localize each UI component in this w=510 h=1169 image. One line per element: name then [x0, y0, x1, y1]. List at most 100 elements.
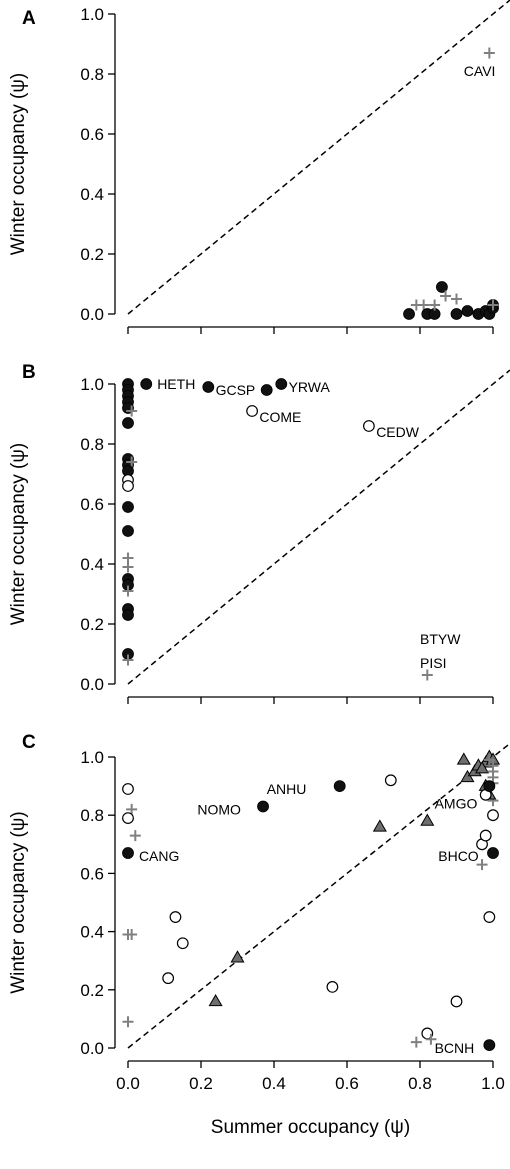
panel-letter: B [22, 362, 36, 383]
x-tick-labels: 0.0 0.2 0.4 0.6 0.8 1.0 [116, 1074, 505, 1093]
point-open-circle [483, 911, 496, 923]
x-tick-label: 0.0 [116, 1074, 140, 1093]
y-tick-label: 0.2 [80, 981, 104, 1000]
point-triangle [230, 950, 245, 963]
point-plus [483, 47, 495, 59]
point-triangle [420, 813, 435, 826]
point-plus [122, 1016, 134, 1028]
panel-b: B 0.0 0.2 0.4 0.6 0.8 1.0 HETH GCSP YRWA COME CEDW B… [22, 362, 510, 704]
point-filled-circle [122, 609, 134, 621]
y-tick-label: 0.8 [80, 65, 104, 84]
species-label: PISI [420, 655, 446, 671]
y-tick-label: 0.2 [80, 615, 104, 634]
panel-letter: C [22, 732, 36, 753]
point-plus [122, 654, 134, 666]
y-tick-label: 0.6 [80, 495, 104, 514]
x-tick-label: 0.8 [408, 1074, 432, 1093]
point-triangle [475, 761, 490, 774]
point-filled-circle [461, 305, 474, 317]
point-filled-circle [487, 847, 499, 859]
point-plus [487, 299, 499, 311]
y-tick-label: 0.0 [80, 675, 104, 694]
point-open-circle [176, 937, 189, 950]
species-label: YRWA [289, 379, 331, 395]
panel-a: A 0.0 0.2 0.4 0.6 0.8 1.0 CAVI [22, 0, 510, 334]
point-filled-circle [483, 1039, 496, 1051]
species-label: GCSP [216, 382, 256, 398]
y-tick-label: 0.6 [80, 125, 104, 144]
point-open-circle [479, 829, 492, 842]
point-filled-circle [140, 378, 153, 390]
species-label: BCNH [435, 1040, 475, 1056]
y-axis-title-c: Winter occupancy (ψ) [8, 811, 29, 994]
y-tick-label: 0.4 [80, 923, 104, 942]
point-plus [122, 585, 134, 597]
species-label: ANHU [267, 781, 307, 797]
y-tick-label: 1.0 [80, 375, 104, 394]
one-to-one-line [127, 0, 510, 315]
point-filled-circle [122, 847, 134, 859]
point-filled-circle [333, 780, 346, 792]
x-tick-label: 0.2 [189, 1074, 213, 1093]
point-plus [410, 1036, 422, 1048]
species-label: NOMO [197, 801, 241, 817]
species-label: COME [259, 409, 301, 425]
point-plus [418, 299, 430, 311]
point-plus [122, 561, 134, 573]
panel-c: C 0.0 0.2 0.4 0.6 0.8 1.0 CANG NOMO ANHU AMGO BHCO B… [22, 732, 510, 1068]
point-filled-circle [122, 525, 134, 537]
point-filled-circle [483, 780, 496, 792]
point-open-circle [122, 783, 134, 795]
y-tick-label: 0.0 [80, 305, 104, 324]
point-open-circle [384, 774, 397, 787]
point-filled-circle [403, 308, 415, 320]
species-label: CAVI [464, 63, 496, 79]
point-filled-circle [260, 384, 273, 396]
point-plus [451, 293, 462, 305]
y-tick-label: 0.8 [80, 806, 104, 825]
y-tick-label: 0.6 [80, 864, 104, 883]
y-tick-label: 1.0 [80, 748, 104, 767]
point-plus [126, 405, 138, 417]
species-label: CANG [139, 848, 179, 864]
point-filled-circle [122, 417, 134, 429]
point-filled-circle [450, 308, 463, 320]
point-open-circle [450, 995, 463, 1008]
point-plus [129, 830, 141, 842]
y-tick-label: 0.0 [80, 1039, 104, 1058]
point-plus [476, 859, 488, 871]
species-label: BHCO [438, 848, 479, 864]
point-open-circle [487, 809, 499, 822]
y-axis-title-b: Winter occupancy (ψ) [8, 443, 29, 626]
one-to-one-line [127, 742, 510, 1049]
y-tick-label: 0.8 [80, 435, 104, 454]
panel-letter: A [22, 8, 36, 29]
point-filled-circle [435, 281, 448, 293]
point-plus [126, 456, 138, 468]
point-open-circle [122, 812, 134, 825]
y-tick-label: 1.0 [80, 5, 104, 24]
point-plus [429, 299, 441, 311]
point-plus [421, 669, 433, 681]
x-axis-title: Summer occupancy (ψ) [211, 1117, 410, 1138]
point-plus [126, 929, 138, 941]
point-open-circle [246, 405, 259, 417]
y-axis-title-a: Winter occupancy (ψ) [8, 73, 29, 256]
point-triangle [456, 752, 471, 765]
point-plus [126, 803, 138, 815]
y-tick-label: 0.4 [80, 185, 104, 204]
y-tick-label: 0.4 [80, 555, 104, 574]
point-open-circle [122, 480, 134, 492]
species-label: BTYW [420, 631, 461, 647]
y-tick-label: 0.2 [80, 245, 104, 264]
point-filled-circle [257, 800, 269, 813]
point-open-circle [162, 972, 175, 985]
point-triangle [208, 993, 223, 1007]
species-label: HETH [157, 376, 195, 392]
x-tick-label: 0.6 [335, 1074, 359, 1093]
point-plus [483, 754, 495, 766]
point-open-circle [363, 420, 375, 432]
panels-layer: A 0.0 0.2 0.4 0.6 0.8 1.0 CAVI B 0.0 0.2 0.4 0.6 0.8 1… [22, 0, 510, 1093]
point-triangle [372, 819, 387, 832]
